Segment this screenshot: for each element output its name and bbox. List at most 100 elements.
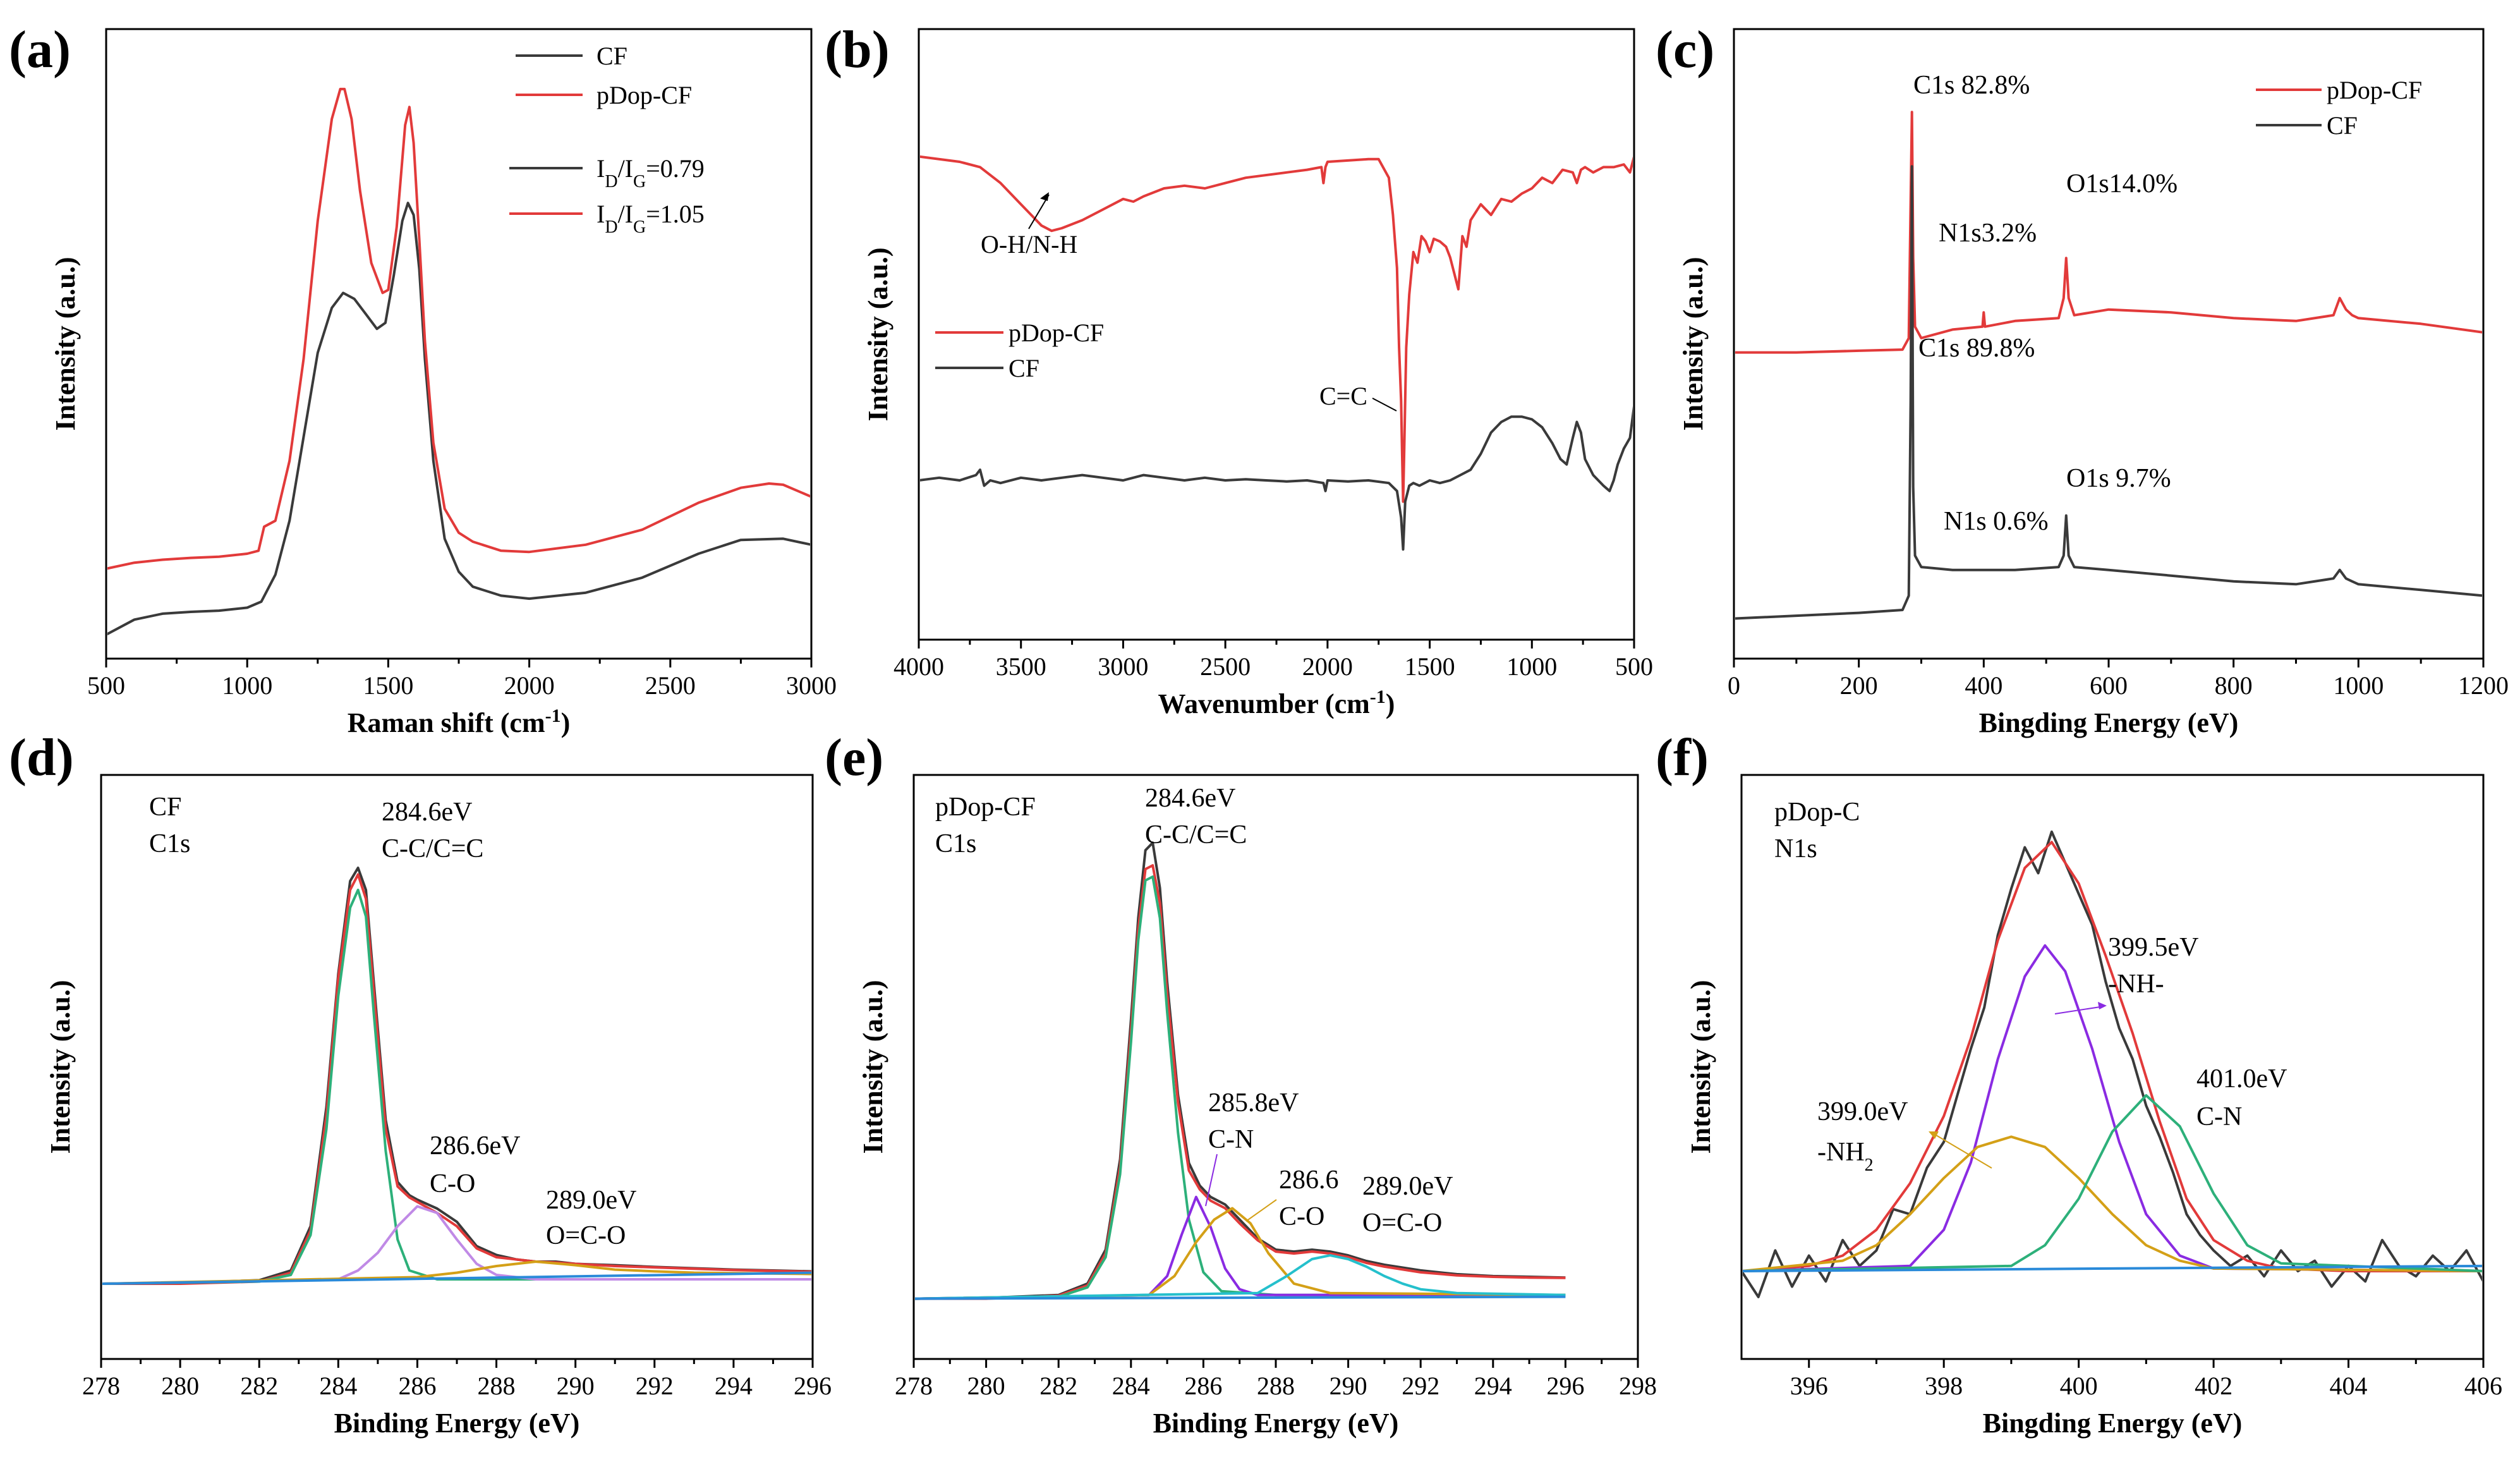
x-tick-label: 2000 <box>504 671 555 700</box>
annotation-arrow <box>1935 1135 1992 1169</box>
panel-label: (f) <box>1656 728 1709 787</box>
annotation-arrow <box>2054 1006 2105 1014</box>
series-line-baseline <box>102 1271 811 1285</box>
x-tick-label: 1500 <box>1405 652 1455 681</box>
series-line-fit-envelope <box>1743 841 2482 1272</box>
series-line-c-n <box>915 1195 1566 1300</box>
x-tick-label: 800 <box>2215 671 2253 700</box>
plot-frame <box>1733 28 2485 660</box>
peak-label: 286.6eV <box>430 1131 520 1160</box>
sample-label: pDop-CF <box>935 793 1036 822</box>
peak-label: -NH2 <box>1817 1138 1874 1175</box>
panel-label: (b) <box>825 20 890 79</box>
peak-label: C-N <box>2196 1102 2242 1131</box>
legend-label: pDop-CF <box>1009 319 1104 347</box>
series-line-fit-envelope <box>102 873 811 1285</box>
x-tick-label: 500 <box>87 671 125 700</box>
x-tick-label: 406 <box>2464 1372 2502 1400</box>
x-tick-label: 278 <box>895 1372 933 1400</box>
peak-label: C1s 82.8% <box>1913 71 2030 100</box>
peak-label: C-O <box>1279 1202 1324 1231</box>
x-tick-label: 400 <box>1965 671 2002 700</box>
arrowhead <box>1929 1131 1939 1139</box>
x-tick-label: 2000 <box>1302 652 1353 681</box>
chart-panel-a: (a) 500 1000 1500 2000 2500 3000 Raman shift (c… <box>9 20 837 738</box>
x-tick-label: 292 <box>636 1372 674 1400</box>
series-line-c-c-c-c <box>102 889 811 1285</box>
legend-label: pDop-CF <box>2327 76 2422 104</box>
annotation-oh-nh: O-H/N-H <box>981 230 1077 259</box>
series-line-raw <box>102 867 811 1285</box>
x-tick-label: 296 <box>794 1372 832 1400</box>
series-line-raw <box>1743 830 2482 1298</box>
x-tick-label: 396 <box>1790 1372 1828 1400</box>
series-line-raw <box>915 841 1566 1300</box>
x-tick-label: 0 <box>1728 671 1740 700</box>
y-axis-title: Intensity (a.u.) <box>1678 257 1709 430</box>
x-tick-label: 2500 <box>645 671 696 700</box>
x-tick-label: 280 <box>967 1372 1005 1400</box>
series-line-fit-envelope <box>915 864 1566 1300</box>
sample-label: C1s <box>935 829 976 858</box>
arrowhead <box>2098 1002 2107 1009</box>
legend-label: CF <box>597 42 627 70</box>
peak-label: -NH- <box>2108 970 2164 999</box>
x-tick-label: 1500 <box>363 671 413 700</box>
annotation-arrow <box>1245 1199 1277 1222</box>
peak-label: C-O <box>430 1169 475 1198</box>
x-axis-title: Binding Energy (eV) <box>1153 1408 1399 1439</box>
x-tick-label: 294 <box>715 1372 753 1400</box>
annotation-cc: C=C <box>1319 382 1367 410</box>
peak-label: 399.5eV <box>2108 933 2198 962</box>
annotation-arrow <box>1372 398 1397 411</box>
x-tick-label: 296 <box>1546 1372 1584 1400</box>
chart-panel-e: (e) 278 280 282 284 286 288 290 292 294 296 298 Bind… <box>825 728 1657 1439</box>
legend-label: pDop-CF <box>597 81 692 109</box>
plot-frame <box>105 28 813 660</box>
legend-label: CF <box>1009 354 1039 382</box>
panel-label: (c) <box>1656 20 1714 79</box>
x-tick-label: 3500 <box>996 652 1046 681</box>
series-group <box>1735 111 2482 620</box>
x-tick-label: 400 <box>2060 1372 2098 1400</box>
x-tick-label: 282 <box>1039 1372 1077 1400</box>
x-tick-label: 2500 <box>1200 652 1251 681</box>
x-tick-label: 600 <box>2090 671 2128 700</box>
x-axis-title: Binding Energy (eV) <box>334 1408 580 1439</box>
x-tick-label: 1200 <box>2458 671 2509 700</box>
peak-label: 399.0eV <box>1817 1097 1908 1126</box>
x-axis-title: Bingding Energy (eV) <box>1979 707 2239 738</box>
x-tick-label: 282 <box>240 1372 278 1400</box>
x-tick-label: 500 <box>1615 652 1653 681</box>
peak-label: O=C-O <box>1362 1209 1442 1238</box>
series-line--nh2 <box>1743 1135 2482 1272</box>
peak-label: 401.0eV <box>2196 1064 2287 1093</box>
series-line-o-c-o <box>915 1254 1566 1300</box>
series-line-c-o <box>915 1207 1566 1300</box>
y-axis-title: Intensity (a.u.) <box>50 257 81 430</box>
series-line-baseline <box>1743 1264 2482 1272</box>
x-tick-label: 1000 <box>1506 652 1557 681</box>
chart-panel-f: (f) 396 398 400 402 404 406 Bingding Energy (eV… <box>1656 728 2502 1439</box>
x-tick-label: 1000 <box>2333 671 2384 700</box>
peak-label: 286.6 <box>1279 1166 1339 1195</box>
series-line-c-c-c-c <box>915 875 1566 1300</box>
peak-label: C-C/C=C <box>1145 820 1247 850</box>
y-axis-title: Intensity (a.u.) <box>863 247 894 421</box>
y-axis-title: Intensity (a.u.) <box>45 980 76 1154</box>
sample-label: N1s <box>1774 834 1817 863</box>
plot-frame <box>1740 774 2485 1360</box>
peak-label: C-C/C=C <box>382 834 483 863</box>
sample-label: C1s <box>149 829 190 858</box>
x-tick-label: 288 <box>1257 1372 1295 1400</box>
sample-label: CF <box>149 793 181 822</box>
y-axis-title: Intensity (a.u.) <box>1685 980 1716 1154</box>
series-line-baseline <box>915 1295 1566 1300</box>
peak-label: O1s14.0% <box>2066 169 2178 198</box>
peak-label: 285.8eV <box>1208 1088 1299 1118</box>
x-tick-label: 3000 <box>786 671 837 700</box>
x-tick-label: 294 <box>1474 1372 1512 1400</box>
peak-label: 284.6eV <box>1145 784 1235 813</box>
peak-label: 289.0eV <box>546 1186 636 1215</box>
